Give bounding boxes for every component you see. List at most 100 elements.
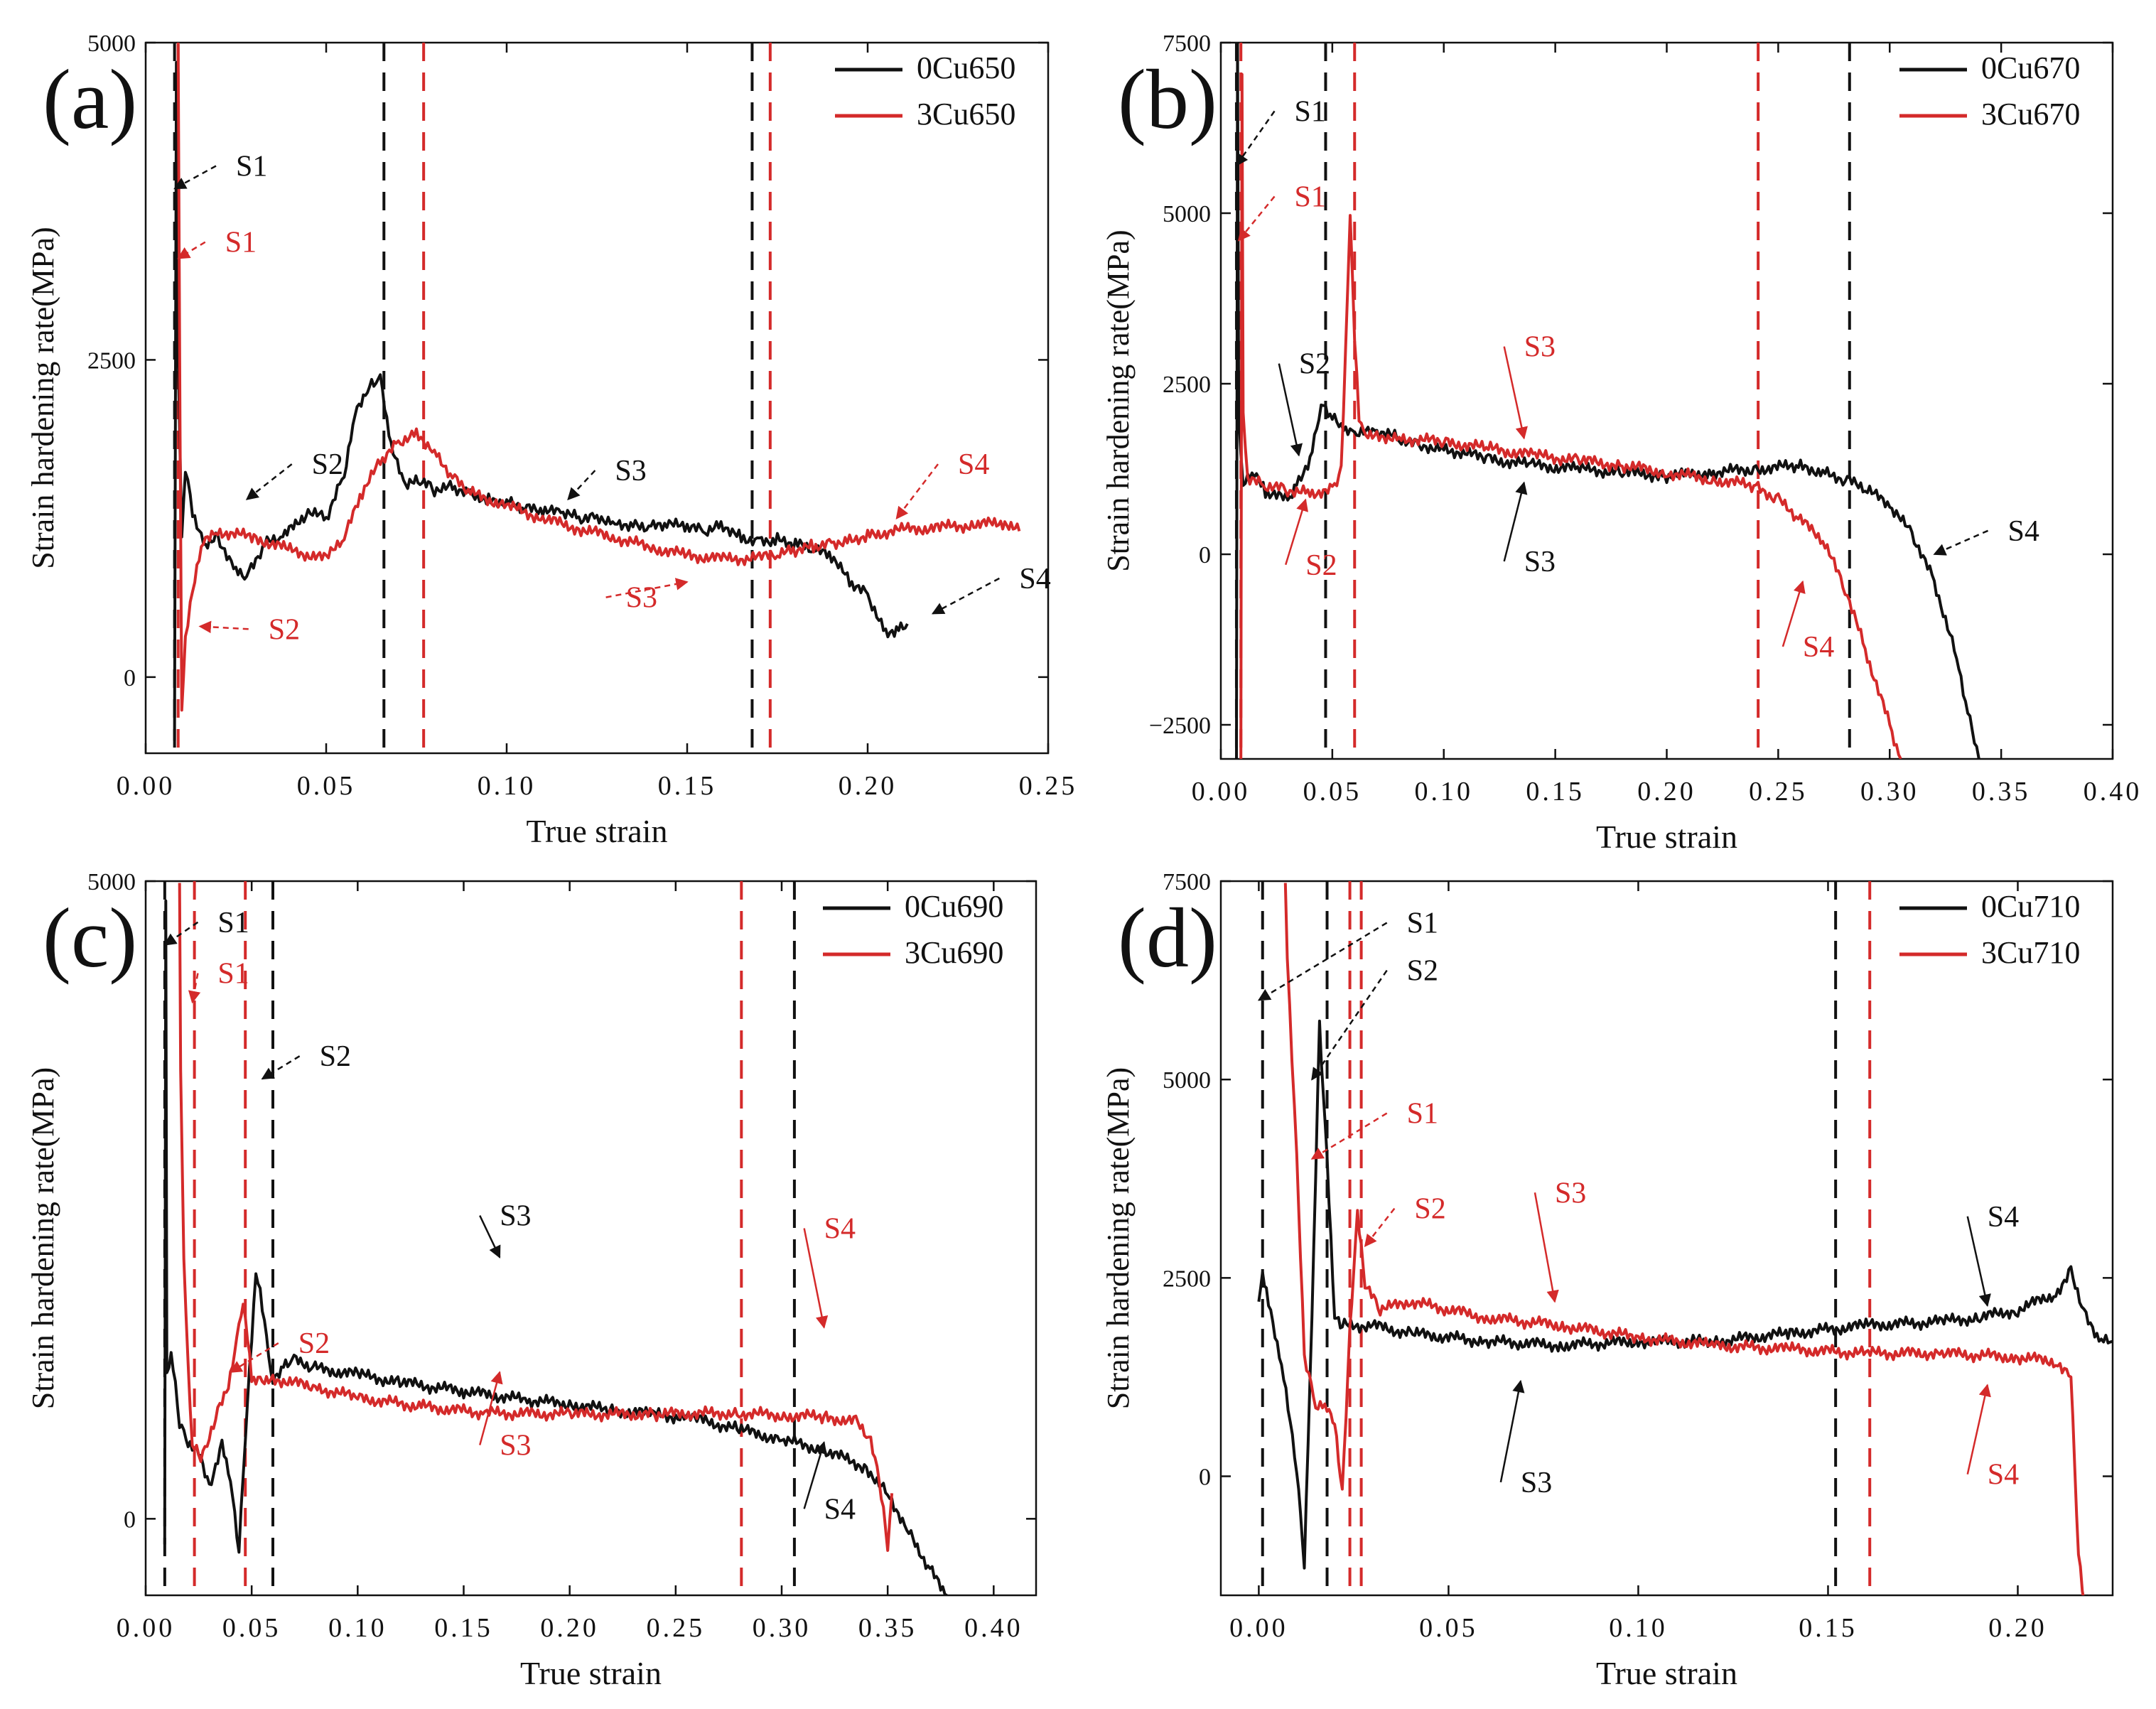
series-line-3Cu690 (178, 883, 894, 1552)
panel-c: 0.00 0.05 0.10 0.15 0.20 0.25 0.30 0.35 0.40 0 500… (26, 869, 1037, 1691)
annotation-arrow (1364, 1207, 1396, 1248)
y-tick-label: 7500 (1163, 31, 1211, 57)
y-axis-label: Strain hardening rate(MPa) (26, 1067, 60, 1409)
x-tick-label: 0.00 (117, 771, 176, 801)
annotation-arrow (1966, 1216, 1991, 1308)
y-tick-label: 2500 (1163, 1266, 1211, 1292)
panel-label: (c) (43, 890, 137, 985)
x-tick-label: 0.30 (753, 1613, 812, 1643)
annotation-arrow (1235, 110, 1276, 167)
x-tick-label: 0.30 (1860, 777, 1919, 807)
x-tick-label: 0.00 (117, 1613, 176, 1643)
plot-area (173, 43, 1021, 753)
x-tick-label: 0.10 (328, 1613, 387, 1643)
annotation-arrow (1311, 969, 1388, 1081)
y-tick-label: 0 (124, 665, 136, 691)
annotation-arrow (163, 921, 199, 946)
x-tick-label: 0.35 (1972, 777, 2031, 807)
annotation-label: S2 (1305, 549, 1337, 582)
panel-a: 0.00 0.05 0.10 0.15 0.20 0.25 0 2500 5000 True st… (26, 31, 1078, 849)
x-tick-label: 0.15 (434, 1613, 493, 1643)
y-tick-label: 5000 (1163, 201, 1211, 227)
annotation-label: S3 (1555, 1177, 1586, 1209)
x-tick-label: 0.15 (1526, 777, 1585, 807)
annotation-label: S1 (217, 958, 249, 991)
annotation-label: S4 (1988, 1459, 2019, 1492)
plot-frame (144, 41, 1050, 755)
x-tick-label: 0.10 (1415, 777, 1474, 807)
x-tick-label: 0.10 (1609, 1613, 1668, 1643)
legend-label: 3Cu670 (1981, 97, 2080, 131)
annotation-arrow (1499, 1379, 1525, 1483)
y-tick-label: −2500 (1149, 713, 1211, 739)
annotation-arrow (173, 165, 217, 190)
annotation-label: S2 (1299, 348, 1330, 381)
y-axis-label: Strain hardening rate(MPa) (1101, 1067, 1136, 1409)
annotation-label: S1 (1295, 180, 1326, 213)
series-line-3Cu650 (176, 44, 1021, 712)
annotation-label: S4 (1019, 563, 1050, 595)
x-tick-label: 0.35 (858, 1613, 917, 1643)
annotation-label: S2 (298, 1327, 330, 1360)
y-tick-label: 2500 (1163, 372, 1211, 398)
panel-d: 0.00 0.05 0.10 0.15 0.20 0 2500 5000 7500 True st… (1101, 869, 2114, 1691)
annotation-arrow (1503, 481, 1528, 562)
x-tick-label: 0.15 (1799, 1613, 1858, 1643)
x-axis-label: True strain (527, 813, 668, 849)
annotation-arrow (188, 973, 201, 1004)
annotation-arrow (1278, 363, 1303, 457)
x-tick-label: 0.00 (1229, 1613, 1288, 1643)
x-tick-label: 0.20 (839, 771, 898, 801)
annotation-arrow (479, 1371, 503, 1445)
annotation-label: S1 (1407, 907, 1438, 940)
x-tick-label: 0.20 (1637, 777, 1696, 807)
annotation-label: S4 (824, 1213, 856, 1246)
legend-label: 3Cu690 (905, 935, 1003, 970)
y-tick-label: 0 (124, 1506, 136, 1533)
annotation-arrow (567, 470, 596, 501)
panel-label: (d) (1118, 890, 1217, 985)
annotation-label: S1 (225, 227, 257, 259)
plot-area (1257, 881, 2113, 1595)
annotation-label: S4 (958, 448, 989, 481)
y-axis-label: Strain hardening rate(MPa) (26, 227, 60, 568)
y-tick-label: 5000 (1163, 1067, 1211, 1094)
x-tick-label: 0.15 (658, 771, 717, 801)
annotation-arrow (931, 577, 1000, 615)
annotation-arrow (803, 1440, 827, 1509)
x-tick-label: 0.10 (478, 771, 537, 801)
annotation-arrow (1534, 1192, 1559, 1303)
y-tick-label: 0 (1199, 542, 1211, 568)
annotation-arrow (803, 1228, 829, 1329)
annotation-label: S3 (626, 582, 657, 615)
annotation-label: S1 (1407, 1098, 1438, 1131)
annotation-arrow (177, 241, 206, 259)
y-axis-label: Strain hardening rate(MPa) (1101, 230, 1136, 571)
x-tick-label: 0.05 (222, 1613, 281, 1643)
x-tick-label: 0.25 (1749, 777, 1808, 807)
legend-label: 0Cu650 (917, 50, 1015, 85)
annotation-label: S3 (1524, 331, 1556, 364)
annotation-label: S3 (615, 455, 646, 487)
annotation-arrow (1503, 346, 1528, 440)
annotation-arrow (1257, 922, 1388, 1001)
annotation-label: S2 (269, 613, 300, 646)
panel-b: 0.00 0.05 0.10 0.15 0.20 0.25 0.30 0.35 0.40 −250… (1101, 31, 2139, 855)
annotation-arrow (1966, 1384, 1991, 1475)
annotation-label: S4 (2008, 515, 2039, 548)
x-axis-label: True strain (520, 1655, 662, 1691)
panel-label: (a) (43, 52, 137, 146)
legend-label: 0Cu710 (1981, 889, 2080, 924)
annotation-label: S2 (1414, 1193, 1445, 1226)
panel-label: (b) (1118, 52, 1217, 146)
annotation-label: S3 (1524, 546, 1556, 578)
plot-frame (144, 880, 1037, 1597)
x-tick-label: 0.20 (540, 1613, 599, 1643)
x-tick-label: 0.25 (1019, 771, 1078, 801)
annotation-label: S4 (824, 1493, 856, 1526)
annotation-label: S2 (320, 1040, 351, 1073)
legend-label: 3Cu650 (917, 97, 1015, 131)
annotation-arrow (1310, 1112, 1388, 1160)
x-tick-label: 0.05 (297, 771, 356, 801)
